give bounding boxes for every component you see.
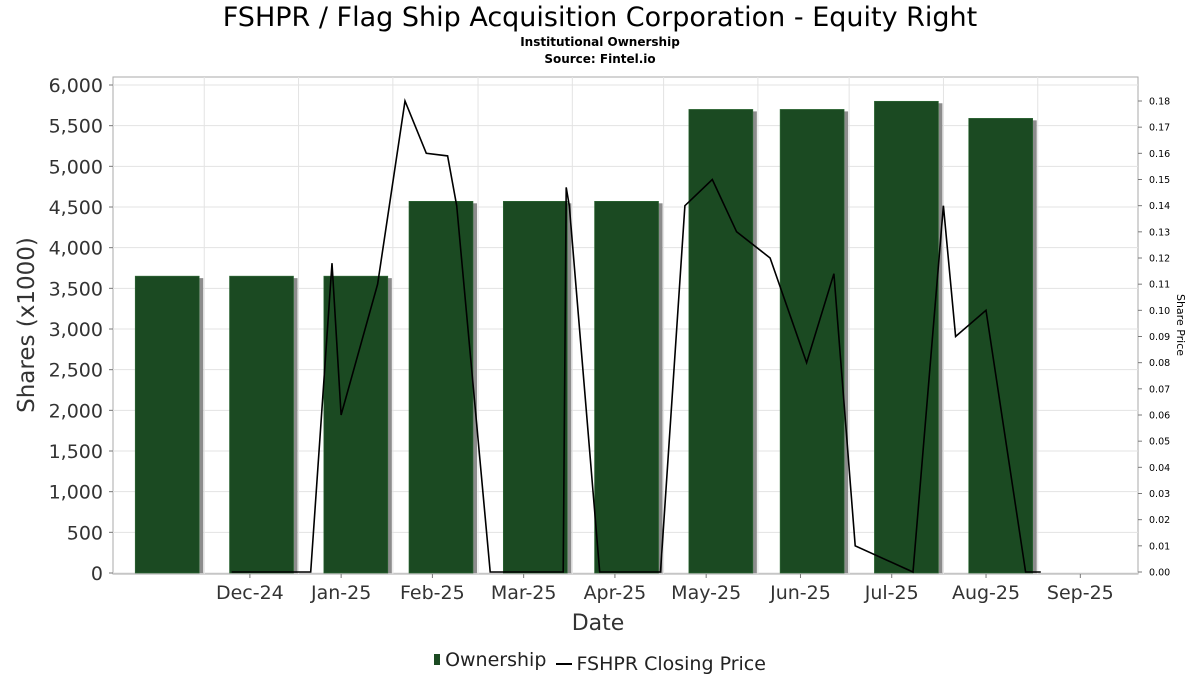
y2-tick-label: 0.03 xyxy=(1149,489,1170,500)
x-tick-label: Jun-25 xyxy=(769,582,831,604)
x-tick-label: Apr-25 xyxy=(584,582,647,604)
y-tick-label: 4,000 xyxy=(49,238,103,260)
y-axis-label: Shares (x1000) xyxy=(14,237,40,413)
legend-item-price: FSHPR Closing Price xyxy=(556,653,766,675)
y2-tick-label: 0.02 xyxy=(1149,515,1170,526)
legend: Ownership FSHPR Closing Price xyxy=(0,648,1200,675)
y-tick-label: 2,500 xyxy=(49,360,103,382)
y-tick-label: 1,500 xyxy=(49,441,103,463)
right-y-axis: 0.00 0.01 0.02 0.03 0.04 0.05 0.06 0.07 0.08 0.09… xyxy=(1138,97,1170,579)
price-line-group xyxy=(231,97,1041,574)
y2-axis-label: Share Price xyxy=(1174,294,1187,356)
y-tick-label: 1,000 xyxy=(49,482,103,504)
y-tick-label: 0 xyxy=(91,563,103,585)
ownership-bar xyxy=(874,100,939,574)
y2-tick-label: 0.08 xyxy=(1149,358,1170,369)
price-line xyxy=(231,97,1041,574)
x-tick-label: Sep-25 xyxy=(1047,582,1114,604)
x-tick-label: Aug-25 xyxy=(952,582,1020,604)
y2-tick-label: 0.00 xyxy=(1149,568,1170,579)
y2-tick-label: 0.05 xyxy=(1149,437,1170,448)
x-tick-label: Mar-25 xyxy=(491,582,557,604)
y-tick-label: 2,000 xyxy=(49,400,103,422)
y2-tick-label: 0.12 xyxy=(1149,254,1170,265)
y-tick-label: 3,000 xyxy=(49,319,103,341)
ownership-bar xyxy=(323,275,389,574)
y2-tick-label: 0.13 xyxy=(1149,227,1170,238)
legend-item-ownership: Ownership xyxy=(434,649,546,671)
y2-tick-label: 0.17 xyxy=(1149,123,1170,134)
ownership-bar xyxy=(502,201,568,574)
chart-subtitle: Institutional Ownership xyxy=(520,35,680,49)
legend-label-price: FSHPR Closing Price xyxy=(576,653,766,675)
x-axis-label: Date xyxy=(572,611,625,636)
y2-tick-label: 0.14 xyxy=(1149,201,1170,212)
x-tick-label: May-25 xyxy=(671,582,741,604)
x-tick-label: Feb-25 xyxy=(400,582,465,604)
y-tick-label: 500 xyxy=(67,522,103,544)
y2-tick-label: 0.07 xyxy=(1149,384,1170,395)
bar-swatch-icon xyxy=(434,654,441,665)
y2-tick-label: 0.01 xyxy=(1149,541,1170,552)
x-axis: Dec-24 Jan-25 Feb-25 Mar-25 Apr-25 May-25 Jun-… xyxy=(216,574,1114,604)
line-swatch-icon xyxy=(556,663,573,665)
y2-tick-label: 0.18 xyxy=(1149,97,1170,108)
x-tick-label: Jan-25 xyxy=(310,582,371,604)
y2-tick-label: 0.10 xyxy=(1149,306,1170,317)
y2-tick-label: 0.16 xyxy=(1149,149,1170,160)
y-tick-label: 6,000 xyxy=(49,75,103,97)
y-tick-label: 5,000 xyxy=(49,156,103,178)
legend-label-ownership: Ownership xyxy=(445,648,547,671)
ownership-bar xyxy=(594,201,659,574)
ownership-bar xyxy=(688,109,754,574)
chart-source: Source: Fintel.io xyxy=(544,52,656,66)
ownership-bar xyxy=(408,201,474,574)
ownership-bar xyxy=(229,275,294,574)
chart-title: FSHPR / Flag Ship Acquisition Corporatio… xyxy=(222,2,978,33)
ownership-bar xyxy=(134,275,200,574)
ownership-bar xyxy=(779,109,845,574)
y2-tick-label: 0.11 xyxy=(1149,280,1170,291)
y-tick-label: 5,500 xyxy=(49,116,103,138)
left-y-axis: 0 500 1,000 1,500 2,000 2,500 3,000 3,500 4,000 4… xyxy=(49,75,113,585)
y-tick-label: 4,500 xyxy=(49,197,103,219)
y2-tick-label: 0.04 xyxy=(1149,463,1170,474)
x-tick-label: Jul-25 xyxy=(864,582,919,604)
ownership-bar xyxy=(968,118,1034,574)
y2-tick-label: 0.09 xyxy=(1149,332,1170,343)
y-tick-label: 3,500 xyxy=(49,278,103,300)
y2-tick-label: 0.15 xyxy=(1149,175,1170,186)
y2-tick-label: 0.06 xyxy=(1149,411,1170,422)
x-tick-label: Dec-24 xyxy=(216,582,284,604)
